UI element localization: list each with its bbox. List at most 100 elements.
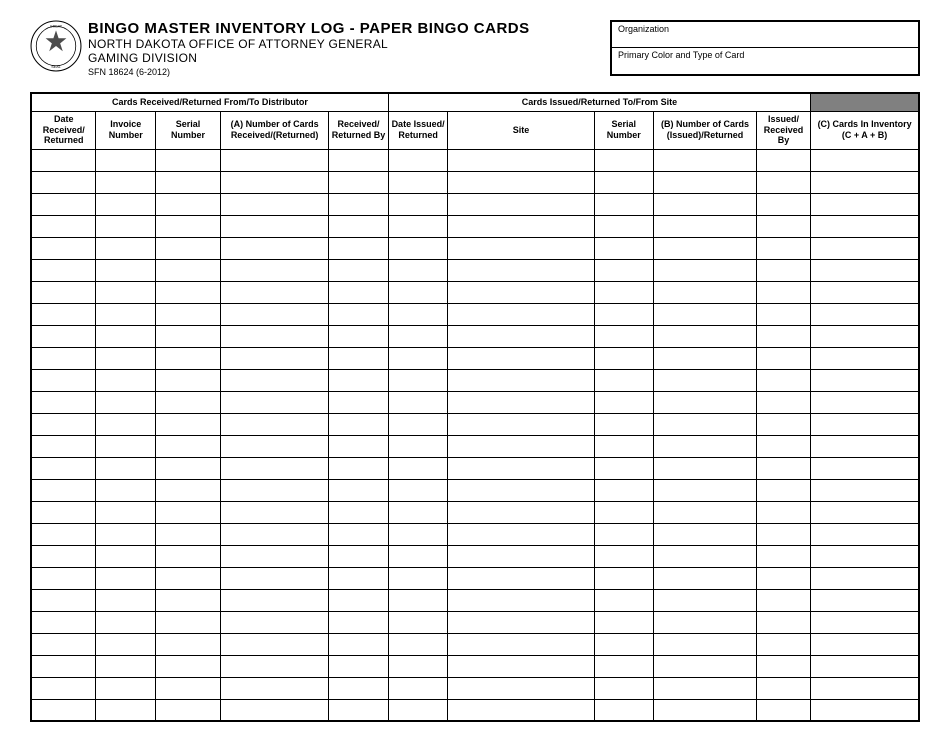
table-cell[interactable]	[329, 391, 389, 413]
table-cell[interactable]	[811, 215, 919, 237]
table-cell[interactable]	[448, 281, 594, 303]
table-cell[interactable]	[811, 391, 919, 413]
table-cell[interactable]	[756, 457, 810, 479]
table-cell[interactable]	[654, 369, 757, 391]
table-cell[interactable]	[594, 545, 654, 567]
table-cell[interactable]	[388, 479, 448, 501]
table-cell[interactable]	[594, 589, 654, 611]
table-cell[interactable]	[654, 501, 757, 523]
table-cell[interactable]	[448, 303, 594, 325]
table-cell[interactable]	[448, 347, 594, 369]
table-cell[interactable]	[811, 281, 919, 303]
table-cell[interactable]	[388, 677, 448, 699]
table-cell[interactable]	[220, 171, 328, 193]
table-cell[interactable]	[594, 633, 654, 655]
table-cell[interactable]	[811, 545, 919, 567]
table-cell[interactable]	[756, 545, 810, 567]
table-cell[interactable]	[329, 325, 389, 347]
table-cell[interactable]	[448, 435, 594, 457]
table-cell[interactable]	[811, 699, 919, 721]
table-cell[interactable]	[448, 611, 594, 633]
table-cell[interactable]	[329, 457, 389, 479]
table-cell[interactable]	[388, 171, 448, 193]
table-cell[interactable]	[448, 259, 594, 281]
table-cell[interactable]	[448, 149, 594, 171]
table-cell[interactable]	[96, 655, 156, 677]
table-cell[interactable]	[96, 699, 156, 721]
table-cell[interactable]	[448, 325, 594, 347]
table-cell[interactable]	[388, 633, 448, 655]
table-cell[interactable]	[31, 303, 96, 325]
table-cell[interactable]	[329, 171, 389, 193]
table-cell[interactable]	[756, 325, 810, 347]
table-cell[interactable]	[654, 281, 757, 303]
table-cell[interactable]	[31, 325, 96, 347]
table-cell[interactable]	[220, 391, 328, 413]
table-cell[interactable]	[96, 149, 156, 171]
table-cell[interactable]	[654, 435, 757, 457]
table-cell[interactable]	[756, 413, 810, 435]
table-cell[interactable]	[594, 655, 654, 677]
table-cell[interactable]	[756, 501, 810, 523]
table-cell[interactable]	[96, 413, 156, 435]
table-cell[interactable]	[329, 589, 389, 611]
table-cell[interactable]	[388, 303, 448, 325]
table-cell[interactable]	[594, 325, 654, 347]
table-cell[interactable]	[329, 655, 389, 677]
table-cell[interactable]	[388, 259, 448, 281]
table-cell[interactable]	[756, 281, 810, 303]
table-cell[interactable]	[96, 501, 156, 523]
table-cell[interactable]	[756, 171, 810, 193]
table-cell[interactable]	[96, 567, 156, 589]
table-cell[interactable]	[594, 171, 654, 193]
table-cell[interactable]	[448, 237, 594, 259]
table-cell[interactable]	[756, 479, 810, 501]
table-cell[interactable]	[594, 677, 654, 699]
table-cell[interactable]	[811, 479, 919, 501]
table-cell[interactable]	[811, 589, 919, 611]
table-cell[interactable]	[448, 655, 594, 677]
table-cell[interactable]	[220, 369, 328, 391]
table-cell[interactable]	[594, 369, 654, 391]
table-cell[interactable]	[329, 259, 389, 281]
table-cell[interactable]	[329, 567, 389, 589]
table-cell[interactable]	[756, 259, 810, 281]
table-cell[interactable]	[811, 457, 919, 479]
table-cell[interactable]	[156, 501, 221, 523]
table-cell[interactable]	[811, 413, 919, 435]
table-cell[interactable]	[220, 237, 328, 259]
table-cell[interactable]	[756, 369, 810, 391]
table-cell[interactable]	[220, 281, 328, 303]
table-cell[interactable]	[156, 391, 221, 413]
table-cell[interactable]	[220, 413, 328, 435]
table-cell[interactable]	[811, 611, 919, 633]
table-cell[interactable]	[594, 523, 654, 545]
table-cell[interactable]	[756, 237, 810, 259]
table-cell[interactable]	[448, 501, 594, 523]
table-cell[interactable]	[329, 545, 389, 567]
table-cell[interactable]	[756, 567, 810, 589]
table-cell[interactable]	[654, 391, 757, 413]
table-cell[interactable]	[811, 435, 919, 457]
table-cell[interactable]	[96, 369, 156, 391]
table-cell[interactable]	[31, 699, 96, 721]
table-cell[interactable]	[31, 237, 96, 259]
table-cell[interactable]	[96, 171, 156, 193]
table-cell[interactable]	[156, 149, 221, 171]
table-cell[interactable]	[756, 391, 810, 413]
table-cell[interactable]	[448, 369, 594, 391]
table-cell[interactable]	[220, 303, 328, 325]
table-cell[interactable]	[448, 523, 594, 545]
table-cell[interactable]	[388, 589, 448, 611]
table-cell[interactable]	[31, 347, 96, 369]
table-cell[interactable]	[31, 611, 96, 633]
table-cell[interactable]	[594, 611, 654, 633]
table-cell[interactable]	[756, 215, 810, 237]
table-cell[interactable]	[811, 501, 919, 523]
table-cell[interactable]	[96, 237, 156, 259]
table-cell[interactable]	[156, 347, 221, 369]
table-cell[interactable]	[654, 215, 757, 237]
table-cell[interactable]	[96, 479, 156, 501]
table-cell[interactable]	[594, 303, 654, 325]
table-cell[interactable]	[594, 413, 654, 435]
